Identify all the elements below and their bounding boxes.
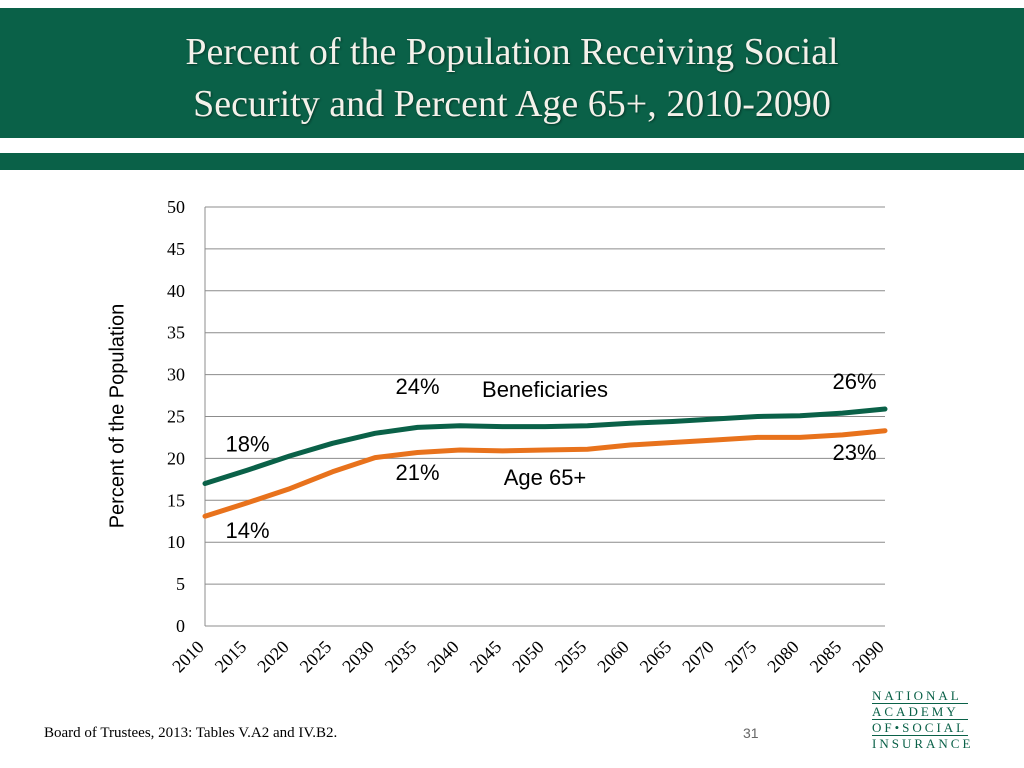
data-label: 24% xyxy=(395,374,439,399)
logo-divider xyxy=(872,735,968,736)
y-tick-label: 25 xyxy=(167,407,185,427)
y-tick-label: 45 xyxy=(167,239,185,259)
y-tick-label: 15 xyxy=(167,490,185,510)
y-tick-label: 10 xyxy=(167,532,185,552)
x-tick-label: 2025 xyxy=(296,637,336,677)
page-number: 31 xyxy=(743,725,759,741)
logo-line-3: OF•SOCIAL xyxy=(872,720,968,735)
data-label: 26% xyxy=(832,369,876,394)
x-tick-label: 2075 xyxy=(721,637,761,677)
y-tick-label: 50 xyxy=(167,197,185,217)
y-tick-label: 5 xyxy=(176,574,185,594)
x-tick-label: 2080 xyxy=(763,637,803,677)
data-label: Beneficiaries xyxy=(482,377,608,402)
y-tick-label: 30 xyxy=(167,365,185,385)
logo-line-4: INSURANCE xyxy=(872,736,974,751)
y-tick-label: 40 xyxy=(167,281,185,301)
x-tick-label: 2060 xyxy=(593,637,633,677)
y-tick-label: 20 xyxy=(167,448,185,468)
logo-line-2: ACADEMY xyxy=(872,704,959,719)
x-tick-label: 2065 xyxy=(636,637,676,677)
x-tick-label: 2085 xyxy=(806,637,846,677)
data-label: 14% xyxy=(225,518,269,543)
x-tick-label: 2045 xyxy=(466,637,506,677)
x-tick-label: 2015 xyxy=(211,637,251,677)
data-label: Age 65+ xyxy=(504,465,587,490)
series-line-beneficiaries xyxy=(202,406,888,486)
nasi-logo: NATIONAL ACADEMY OF•SOCIAL INSURANCE xyxy=(872,688,974,751)
series-line-age-65 xyxy=(202,428,888,519)
x-tick-label: 2030 xyxy=(338,637,378,677)
logo-divider xyxy=(872,703,968,704)
logo-line-1: NATIONAL xyxy=(872,688,962,703)
slide-title-line-1: Percent of the Population Receiving Soci… xyxy=(185,31,839,73)
y-axis-title: Percent of the Population xyxy=(106,303,129,529)
x-tick-label: 2010 xyxy=(168,637,208,677)
data-label: 21% xyxy=(395,460,439,485)
x-tick-label: 2090 xyxy=(848,637,888,677)
x-tick-label: 2040 xyxy=(423,637,463,677)
x-tick-label: 2055 xyxy=(551,637,591,677)
slide-title-line-2: Security and Percent Age 65+, 2010-2090 xyxy=(193,83,831,125)
data-label: 18% xyxy=(225,432,269,457)
y-tick-label: 0 xyxy=(176,616,185,636)
title-banner xyxy=(0,8,1024,138)
x-tick-label: 2035 xyxy=(381,637,421,677)
source-citation: Board of Trustees, 2013: Tables V.A2 and… xyxy=(44,725,338,741)
data-label: 23% xyxy=(832,440,876,465)
y-tick-label: 35 xyxy=(167,323,185,343)
x-tick-label: 2070 xyxy=(678,637,718,677)
slide-title: Percent of the Population Receiving Soci… xyxy=(0,26,1024,130)
x-tick-label: 2020 xyxy=(253,637,293,677)
logo-divider xyxy=(872,719,968,720)
x-tick-label: 2050 xyxy=(508,637,548,677)
header-rule xyxy=(0,153,1024,170)
